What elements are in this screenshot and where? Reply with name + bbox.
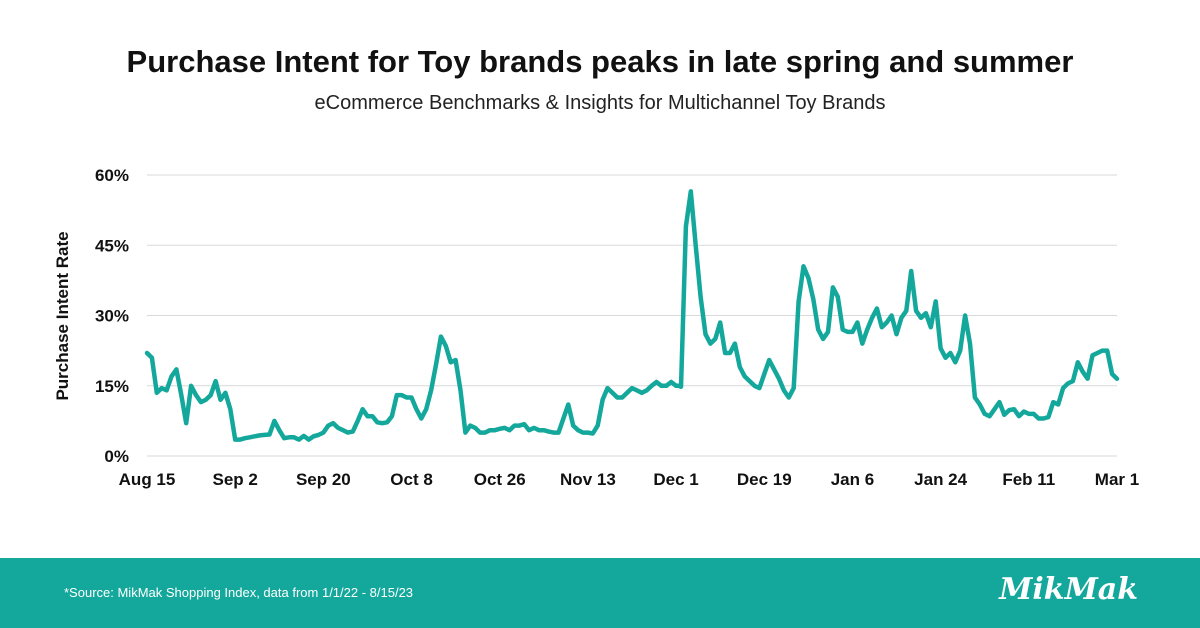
x-tick-label: Sep 2 <box>213 470 258 489</box>
x-tick-label: Mar 1 <box>1095 470 1139 489</box>
x-tick-label: Dec 1 <box>653 470 698 489</box>
grid-lines <box>147 174 1117 457</box>
y-tick-label: 45% <box>95 236 129 255</box>
source-note: *Source: MikMak Shopping Index, data fro… <box>64 585 414 600</box>
footer-banner: *Source: MikMak Shopping Index, data fro… <box>0 558 1200 628</box>
x-tick-label: Oct 8 <box>390 470 433 489</box>
line-chart: 0% 15% 30% 45% 60% Aug 15 Sep 2 Sep 20 Oct 8 Oct… <box>53 166 1140 489</box>
x-tick-label: Feb 11 <box>1002 470 1055 489</box>
chart-subtitle: eCommerce Benchmarks & Insights for Mult… <box>314 92 886 114</box>
x-tick-label: Dec 19 <box>737 470 792 489</box>
series-layer <box>144 189 1120 442</box>
x-tick-label: Jan 24 <box>914 470 967 489</box>
x-tick-label: Jan 6 <box>831 470 874 489</box>
y-tick-label: 30% <box>95 307 129 326</box>
x-tick-label: Oct 26 <box>474 470 526 489</box>
y-axis-ticks: 0% 15% 30% 45% 60% <box>95 166 129 466</box>
x-axis-ticks: Aug 15 Sep 2 Sep 20 Oct 8 Oct 26 Nov 13 Dec 1 D… <box>119 470 1140 489</box>
y-tick-label: 15% <box>95 377 129 396</box>
mikmak-logo: MikMak <box>999 572 1138 607</box>
y-tick-label: 60% <box>95 166 129 185</box>
x-tick-label: Aug 15 <box>119 470 176 489</box>
chart-title: Purchase Intent for Toy brands peaks in … <box>126 44 1074 79</box>
x-tick-label: Sep 20 <box>296 470 351 489</box>
series-line <box>144 189 1120 442</box>
y-tick-label: 0% <box>104 447 129 466</box>
y-axis-label: Purchase Intent Rate <box>53 231 72 400</box>
x-tick-label: Nov 13 <box>560 470 616 489</box>
